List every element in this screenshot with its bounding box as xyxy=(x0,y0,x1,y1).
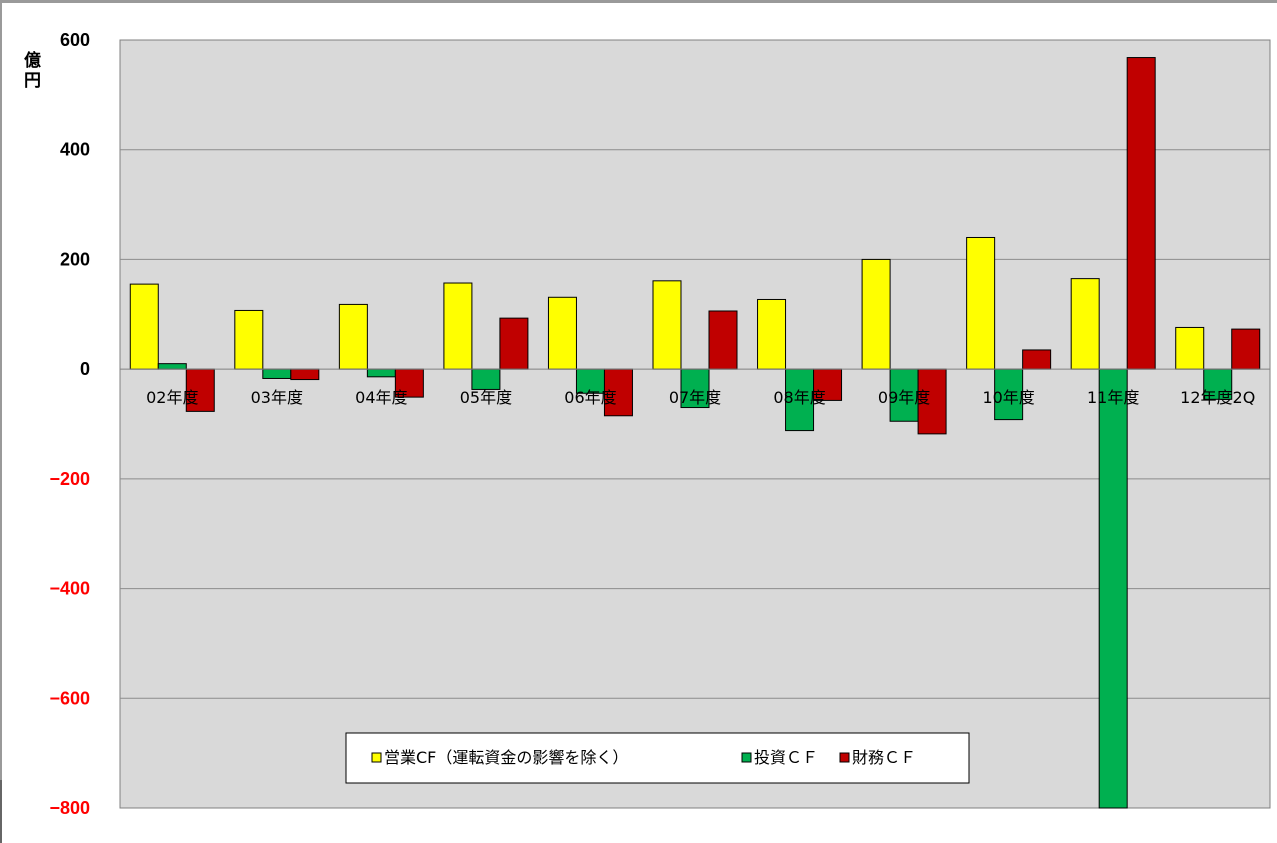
x-tick-label: 11年度 xyxy=(1087,388,1139,407)
bar xyxy=(1203,368,1233,400)
unit-label-char: 円 xyxy=(24,71,41,91)
y-tick-label: 600 xyxy=(60,30,90,50)
bar xyxy=(338,303,368,370)
bar xyxy=(185,368,215,412)
bar xyxy=(785,368,815,432)
bar xyxy=(994,368,1024,421)
bar xyxy=(366,368,396,378)
x-tick-label: 05年度 xyxy=(460,388,512,407)
x-tick-label: 04年度 xyxy=(355,388,407,407)
y-tick-labels: 600 400 200 0 −200 −400 −600 −800 xyxy=(49,30,90,818)
legend: 営業CF（運転資金の影響を除く） 投資ＣＦ 財務ＣＦ xyxy=(345,732,970,784)
bar xyxy=(652,280,682,370)
bar xyxy=(813,368,843,401)
bar xyxy=(917,368,947,435)
x-tick-label: 12年度2Q xyxy=(1180,388,1255,407)
y-tick-label: −600 xyxy=(49,688,90,708)
bar xyxy=(861,258,891,370)
x-tick-labels: 02年度 03年度 04年度 05年度 06年度 07年度 08年度 09年度 10年度 11年度… xyxy=(146,388,1255,407)
legend-entry: 営業CF（運転資金の影響を除く） xyxy=(384,748,628,767)
bar xyxy=(966,236,996,370)
bar xyxy=(708,310,738,370)
x-tick-label: 08年度 xyxy=(773,388,825,407)
bar xyxy=(1175,326,1205,370)
bar xyxy=(603,368,633,417)
legend-entry: 投資ＣＦ xyxy=(754,748,818,767)
bar xyxy=(1231,328,1261,370)
unit-label-char: 億 xyxy=(24,50,41,71)
legend-box xyxy=(345,732,970,784)
bar xyxy=(1098,368,1128,809)
y-tick-label: −400 xyxy=(49,579,90,599)
bar xyxy=(889,368,919,422)
y-tick-label: 400 xyxy=(60,140,90,160)
x-tick-label: 07年度 xyxy=(669,388,721,407)
bar xyxy=(680,368,710,409)
bar-marks xyxy=(129,57,1261,809)
legend-swatch xyxy=(839,752,850,763)
bar xyxy=(575,368,605,394)
plot-area xyxy=(119,39,1271,809)
bar xyxy=(1126,57,1156,370)
bar xyxy=(499,317,529,370)
bar xyxy=(129,283,159,370)
y-tick-label: −800 xyxy=(49,798,90,818)
y-tick-label: 200 xyxy=(60,249,90,269)
bar xyxy=(1022,349,1052,370)
bar xyxy=(443,282,473,370)
x-tick-label: 10年度 xyxy=(982,388,1034,407)
y-tick-label: −200 xyxy=(49,469,90,489)
bar xyxy=(547,296,577,370)
bar xyxy=(471,368,501,390)
bar xyxy=(1070,278,1100,370)
legend-swatch xyxy=(741,752,752,763)
bar xyxy=(262,368,292,379)
bar xyxy=(394,368,424,398)
bar xyxy=(757,298,787,370)
x-tick-label: 06年度 xyxy=(564,388,616,407)
bar xyxy=(234,309,264,370)
unit-label: 億円 xyxy=(24,50,41,91)
x-tick-label: 02年度 xyxy=(146,388,198,407)
legend-entry: 財務ＣＦ xyxy=(852,748,916,767)
x-tick-label: 03年度 xyxy=(251,388,303,407)
legend-swatch xyxy=(371,752,382,763)
frame-edge xyxy=(0,780,2,843)
y-tick-label: 0 xyxy=(80,359,90,379)
gridlines xyxy=(120,149,1270,699)
bar xyxy=(157,363,187,370)
x-tick-label: 09年度 xyxy=(878,388,930,407)
bar xyxy=(290,368,320,381)
